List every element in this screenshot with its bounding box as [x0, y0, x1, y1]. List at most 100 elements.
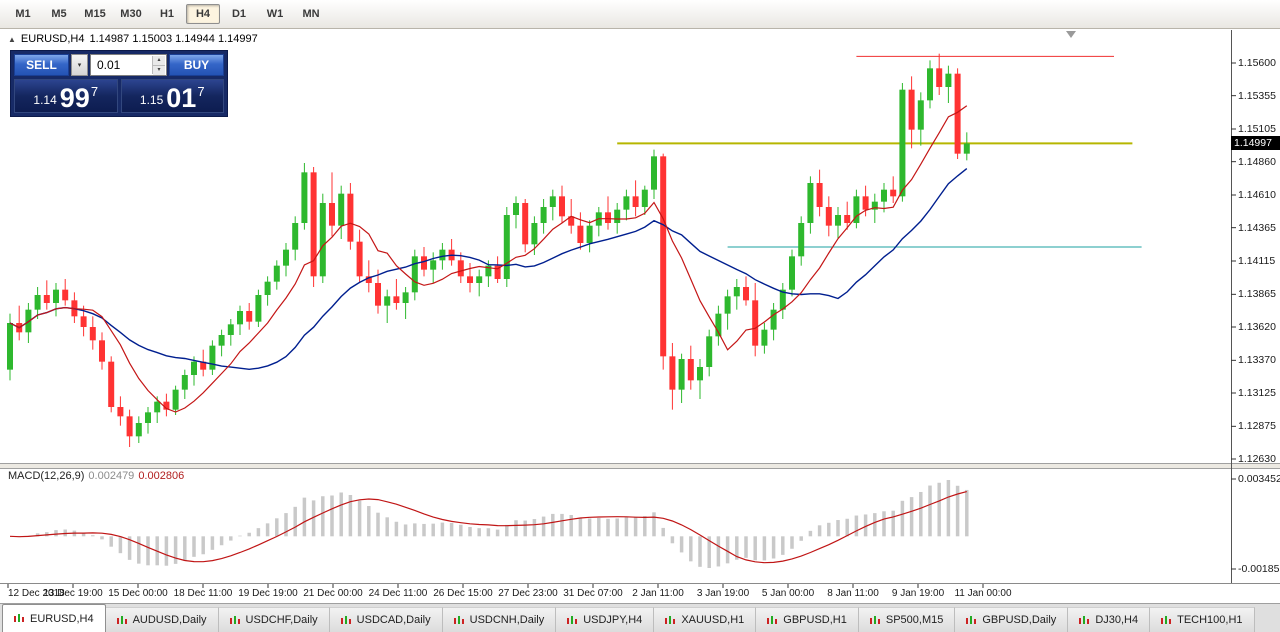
mini-chart-icon: [966, 615, 977, 624]
tab-XAUUSD-H1[interactable]: XAUUSD,H1: [654, 607, 757, 632]
date-axis-label: 15 Dec 00:00: [108, 588, 168, 599]
date-axis-label: 5 Jan 00:00: [761, 588, 815, 599]
ask-head: 1.15: [139, 93, 164, 107]
mini-chart-icon: [14, 614, 24, 622]
bid-big-digits: 99: [59, 83, 90, 113]
tab-USDCHF-Daily[interactable]: USDCHF,Daily: [218, 607, 330, 632]
ask-pip-digit: 7: [197, 84, 205, 99]
tab-label: AUDUSD,Daily: [132, 614, 207, 626]
volume-field: ▴ ▾: [90, 54, 167, 76]
timeframe-M1[interactable]: M1: [15, 8, 31, 20]
mini-chart-icon: [665, 615, 676, 624]
spinner-up-icon[interactable]: ▴: [153, 56, 165, 66]
ask-price-display[interactable]: 1.15 01 7: [120, 79, 224, 113]
ask-big-digits: 01: [166, 83, 197, 113]
timeframe-H1[interactable]: H1: [159, 8, 175, 20]
one-click-controls-row: SELL ▾ ▴ ▾ BUY: [14, 54, 224, 76]
bid-price-display[interactable]: 1.14 99 7: [14, 79, 118, 113]
price-axis-label: 1.14365: [1238, 221, 1276, 234]
mini-chart-icon: [116, 615, 127, 624]
macd-name: MACD(12,26,9): [8, 470, 85, 482]
tab-label: USDCNH,Daily: [469, 614, 545, 626]
buy-button[interactable]: BUY: [169, 54, 224, 76]
tab-AUDUSD-Daily[interactable]: AUDUSD,Daily: [105, 607, 219, 632]
volume-input[interactable]: [91, 55, 166, 75]
date-axis-label: 9 Jan 19:00: [891, 588, 945, 599]
price-axis-label: 1.14115: [1238, 255, 1276, 267]
tab-GBPUSD-Daily[interactable]: GBPUSD,Daily: [955, 607, 1069, 632]
mini-chart-icon: [453, 615, 464, 624]
tab-label: USDCHF,Daily: [245, 614, 318, 626]
timeframe-W1[interactable]: W1: [266, 8, 284, 20]
sell-button[interactable]: SELL: [14, 54, 69, 76]
macd-main-value: 0.002479: [88, 470, 135, 482]
tab-label: TECH100,H1: [1177, 614, 1243, 626]
bid-pip-digit: 7: [90, 84, 99, 99]
price-axis-label: 1.12630: [1238, 453, 1276, 465]
tab-USDCNH-Daily[interactable]: USDCNH,Daily: [442, 607, 557, 632]
date-axis-label: 31 Dec 07:00: [563, 588, 623, 599]
mini-chart-icon: [229, 615, 240, 624]
mini-chart-icon: [340, 615, 351, 624]
timeframe-D1[interactable]: D1: [231, 8, 247, 20]
spinner-down-icon[interactable]: ▾: [153, 66, 165, 75]
timeframe-M30[interactable]: M30: [120, 8, 142, 20]
price-axis-label: 1.13620: [1238, 321, 1276, 333]
timeframe-buttons: M1 M5 M15 M30 H1 H4 D1 W1 MN: [6, 4, 328, 24]
chart-symbol-period: EURUSD,H4: [20, 33, 85, 45]
date-axis-label: 3 Jan 19:00: [696, 588, 750, 599]
chart-marker-icon: ▲: [8, 34, 16, 44]
mini-chart-icon: [767, 615, 778, 624]
tab-label: SP500,M15: [885, 614, 944, 626]
chart-title: ▲ EURUSD,H4 1.14987 1.15003 1.14944 1.14…: [8, 33, 258, 45]
date-axis-label: 2 Jan 11:00: [632, 588, 684, 599]
date-axis-label: 11 Jan 00:00: [954, 588, 1012, 599]
timeframe-MN[interactable]: MN: [302, 8, 320, 20]
current-price-box: 1.14997: [1231, 136, 1280, 151]
panel-splitter[interactable]: [0, 463, 1280, 469]
volume-dropdown-button[interactable]: ▾: [71, 54, 88, 76]
tab-label: XAUUSD,H1: [681, 614, 745, 626]
mini-chart-icon: [1161, 615, 1172, 624]
macd-axis-label: 0.003452: [1238, 473, 1280, 485]
one-click-prices-row: 1.14 99 7 1.15 01 7: [14, 79, 224, 113]
tab-EURUSD-H4[interactable]: EURUSD,H4: [2, 604, 106, 632]
macd-indicator-label: MACD(12,26,9) 0.002479 0.002806: [8, 470, 184, 482]
timeframe-toolbar: M1 M5 M15 M30 H1 H4 D1 W1 MN: [0, 0, 1280, 29]
date-axis-label: 12 Dec 2018: [8, 588, 65, 599]
mini-chart-icon: [1079, 615, 1090, 624]
tab-TECH100-H1[interactable]: TECH100,H1: [1150, 607, 1255, 632]
date-axis-label: 21 Dec 00:00: [303, 588, 363, 599]
price-axis-label: 1.13865: [1238, 288, 1276, 301]
tab-label: EURUSD,H4: [30, 612, 94, 625]
price-axis-label: 1.15355: [1238, 89, 1276, 102]
timeframe-H4[interactable]: H4: [186, 4, 220, 24]
date-axis-label: 13 Dec 19:00: [43, 588, 103, 599]
tab-USDCAD-Daily[interactable]: USDCAD,Daily: [329, 607, 443, 632]
date-axis-label: 8 Jan 11:00: [827, 588, 879, 599]
mini-chart-icon: [567, 615, 578, 624]
tab-GBPUSD-H1[interactable]: GBPUSD,H1: [756, 607, 859, 632]
price-axis-label: 1.13125: [1238, 387, 1276, 399]
tab-USDJPY-H4[interactable]: USDJPY,H4: [556, 607, 655, 632]
date-axis-label: 18 Dec 11:00: [173, 588, 233, 599]
price-axis-label: 1.15105: [1238, 123, 1276, 135]
timeframe-M15[interactable]: M15: [84, 8, 106, 20]
tab-label: GBPUSD,Daily: [982, 614, 1057, 626]
timeframe-M5[interactable]: M5: [51, 8, 67, 20]
symbol-tabbar: EURUSD,H4 AUDUSD,Daily USDCHF,Daily USDCAD,…: [0, 603, 1280, 632]
date-axis: 12 Dec 2018 13 Dec 19:00 15 Dec 00:00 18 De…: [0, 588, 1280, 602]
price-axis-label: 1.15600: [1238, 57, 1276, 69]
price-axis-label: 1.13370: [1238, 354, 1276, 367]
price-axis-label: 1.14860: [1238, 155, 1276, 168]
tab-DJ30-H4[interactable]: DJ30,H4: [1068, 607, 1151, 632]
mini-chart-icon: [869, 615, 880, 624]
tab-label: USDCAD,Daily: [356, 614, 431, 626]
chart-ohlc-values: 1.14987 1.15003 1.14944 1.14997: [89, 33, 258, 45]
date-axis-label: 19 Dec 19:00: [238, 588, 298, 599]
tab-SP500-M15[interactable]: SP500,M15: [858, 607, 956, 632]
